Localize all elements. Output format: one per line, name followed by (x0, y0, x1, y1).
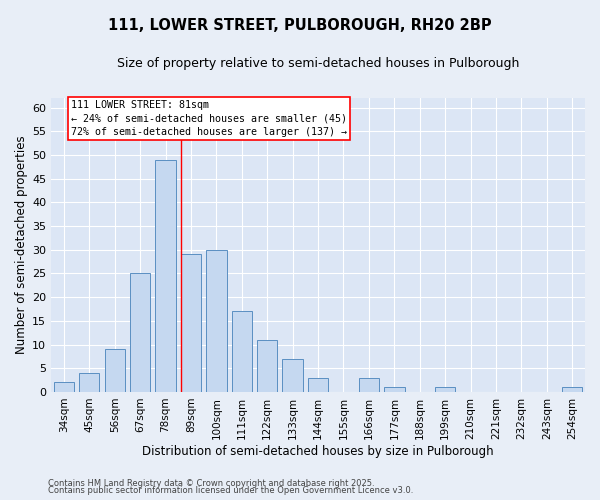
Bar (79, 373, 100, 392)
Text: Contains HM Land Registry data © Crown copyright and database right 2025.: Contains HM Land Registry data © Crown c… (48, 478, 374, 488)
Bar (206, 250, 227, 392)
Bar (232, 312, 252, 392)
Bar (130, 274, 150, 392)
Bar (53, 382, 74, 392)
Text: 111, LOWER STREET, PULBOROUGH, RH20 2BP: 111, LOWER STREET, PULBOROUGH, RH20 2BP (108, 18, 492, 32)
Bar (181, 254, 201, 392)
Bar (155, 160, 176, 392)
Bar (308, 378, 328, 392)
Title: Size of property relative to semi-detached houses in Pulborough: Size of property relative to semi-detach… (117, 58, 519, 70)
Bar (562, 387, 583, 392)
Bar (257, 340, 277, 392)
Text: 111 LOWER STREET: 81sqm
← 24% of semi-detached houses are smaller (45)
72% of se: 111 LOWER STREET: 81sqm ← 24% of semi-de… (71, 100, 347, 137)
Bar (283, 359, 303, 392)
Bar (384, 387, 404, 392)
Text: Contains public sector information licensed under the Open Government Licence v3: Contains public sector information licen… (48, 486, 413, 495)
Bar (104, 350, 125, 392)
X-axis label: Distribution of semi-detached houses by size in Pulborough: Distribution of semi-detached houses by … (142, 444, 494, 458)
Bar (359, 378, 379, 392)
Y-axis label: Number of semi-detached properties: Number of semi-detached properties (15, 136, 28, 354)
Bar (435, 387, 455, 392)
